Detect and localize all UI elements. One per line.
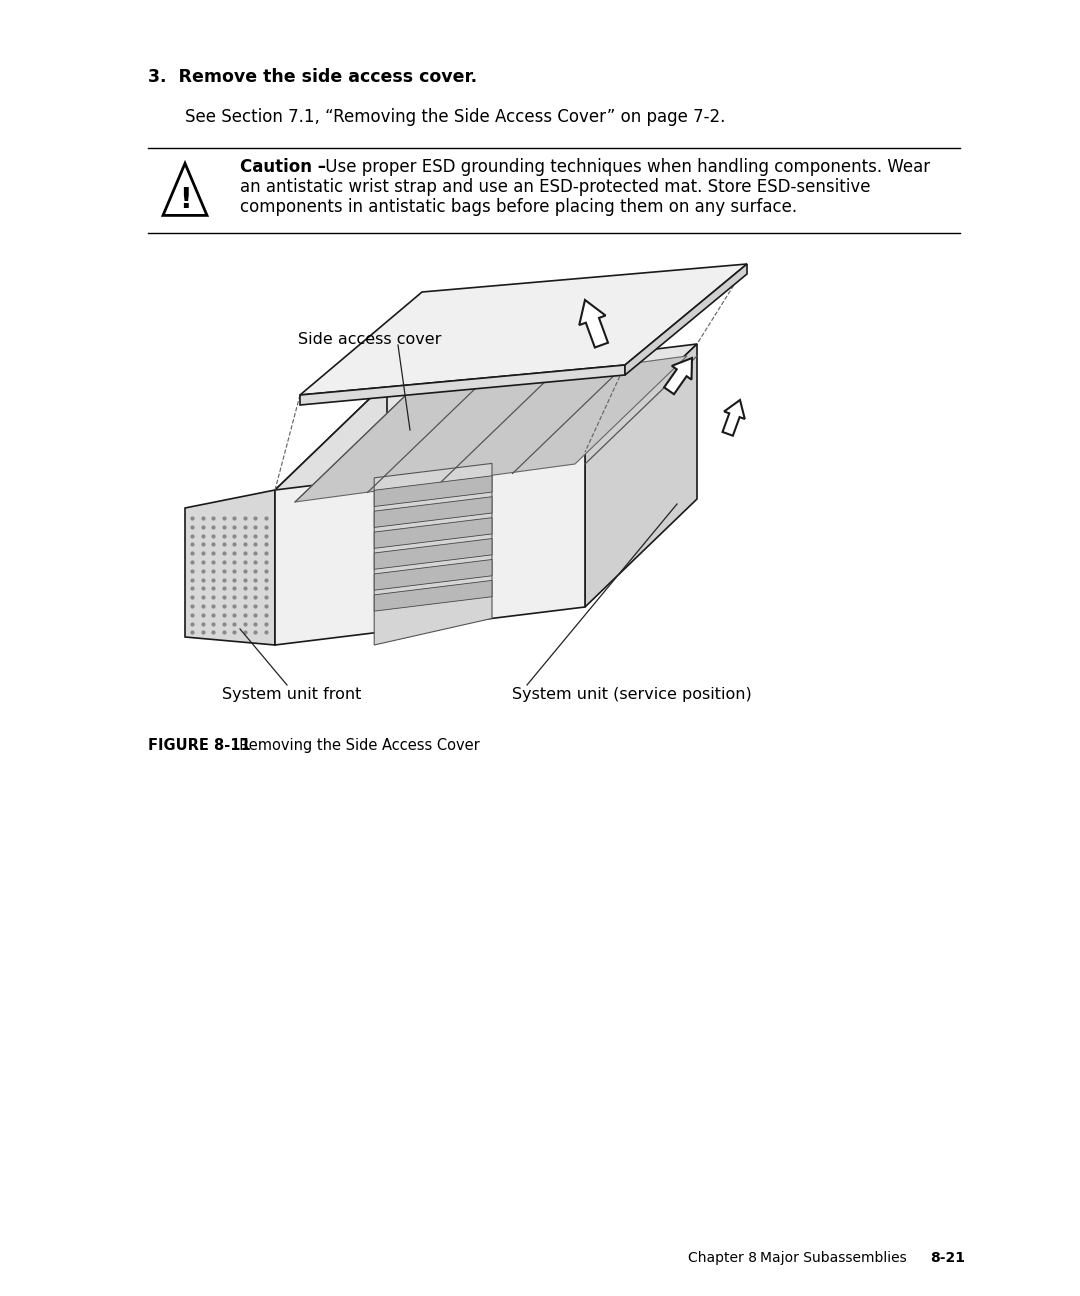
Polygon shape — [374, 517, 492, 548]
Text: components in antistatic bags before placing them on any surface.: components in antistatic bags before pla… — [240, 198, 797, 216]
Polygon shape — [579, 299, 608, 347]
Polygon shape — [300, 264, 747, 395]
Text: Caution –: Caution – — [240, 158, 326, 176]
Polygon shape — [275, 343, 697, 490]
Polygon shape — [374, 476, 492, 507]
Polygon shape — [374, 539, 492, 569]
Polygon shape — [723, 400, 745, 435]
Polygon shape — [374, 560, 492, 590]
Text: 3.  Remove the side access cover.: 3. Remove the side access cover. — [148, 67, 477, 86]
Text: Chapter 8: Chapter 8 — [688, 1251, 757, 1265]
Text: 8-21: 8-21 — [930, 1251, 966, 1265]
Polygon shape — [275, 452, 585, 645]
Text: !: ! — [178, 187, 191, 214]
Text: an antistatic wrist strap and use an ESD-protected mat. Store ESD-sensitive: an antistatic wrist strap and use an ESD… — [240, 178, 870, 196]
Polygon shape — [374, 496, 492, 527]
Polygon shape — [300, 365, 625, 404]
Polygon shape — [275, 382, 387, 645]
Polygon shape — [664, 358, 692, 394]
Text: Removing the Side Access Cover: Removing the Side Access Cover — [230, 737, 480, 753]
Polygon shape — [295, 356, 687, 502]
Text: System unit front: System unit front — [222, 687, 362, 702]
Text: See Section 7.1, “Removing the Side Access Cover” on page 7-2.: See Section 7.1, “Removing the Side Acce… — [185, 108, 726, 126]
Text: Use proper ESD grounding techniques when handling components. Wear: Use proper ESD grounding techniques when… — [320, 158, 930, 176]
Polygon shape — [374, 464, 492, 645]
Text: Major Subassemblies: Major Subassemblies — [760, 1251, 907, 1265]
Polygon shape — [585, 343, 697, 607]
Text: FIGURE 8-11: FIGURE 8-11 — [148, 737, 251, 753]
Polygon shape — [374, 581, 492, 612]
Text: Side access cover: Side access cover — [298, 333, 442, 347]
Polygon shape — [625, 264, 747, 375]
Polygon shape — [185, 490, 275, 645]
Text: System unit (service position): System unit (service position) — [512, 687, 752, 702]
